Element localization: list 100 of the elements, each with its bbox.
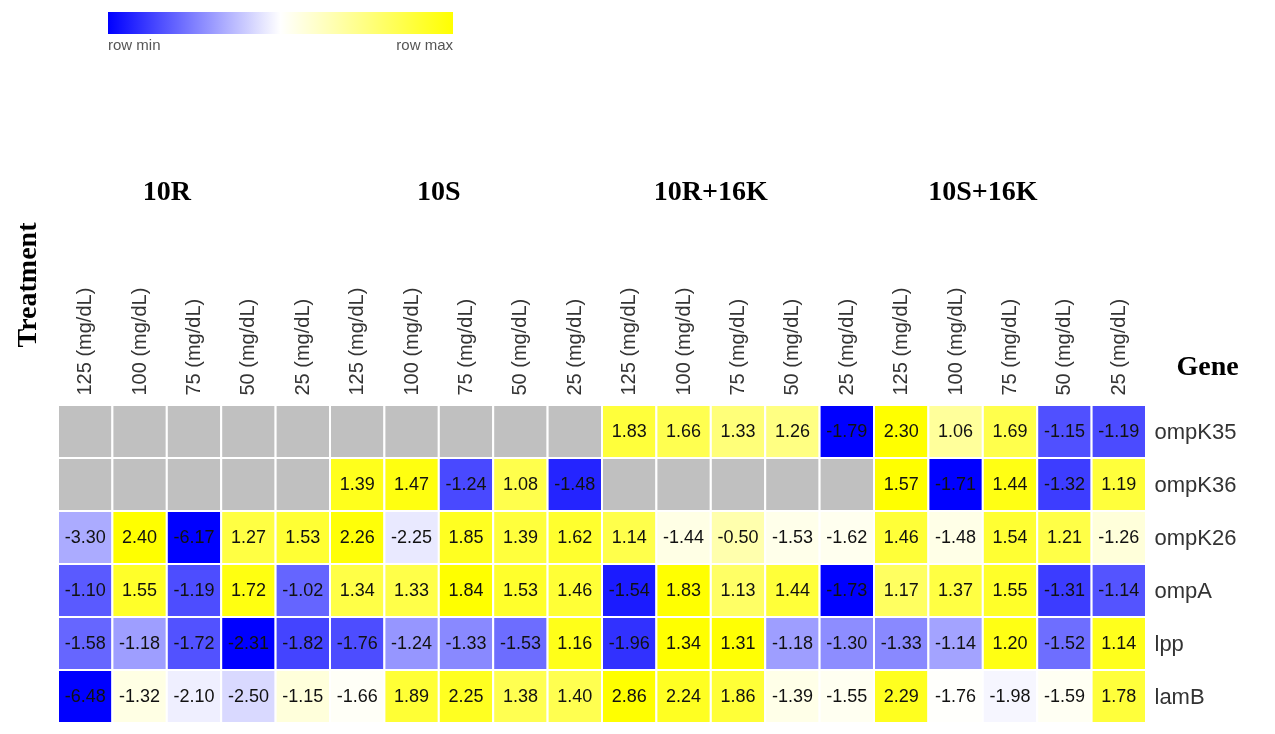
y-axis-title: Gene bbox=[1176, 349, 1239, 381]
x-tick-label: 75 (mg/dL) bbox=[998, 298, 1020, 396]
text: Treatment bbox=[11, 221, 42, 348]
data-label: 1.34 bbox=[666, 632, 702, 653]
data-label: 1.86 bbox=[720, 685, 756, 706]
data-label: -1.48 bbox=[935, 526, 977, 547]
data-label: -1.19 bbox=[173, 579, 215, 600]
data-label: 1.57 bbox=[883, 473, 919, 494]
data-label: -1.53 bbox=[771, 526, 813, 547]
x-tick-label: 100 (mg/dL) bbox=[399, 287, 422, 396]
data-label: -2.50 bbox=[227, 685, 269, 706]
data-label: 1.26 bbox=[774, 420, 810, 441]
data-label: -1.48 bbox=[554, 473, 596, 494]
data-label: -1.14 bbox=[935, 632, 977, 653]
data-label: 1.89 bbox=[394, 685, 430, 706]
x-tick-label: 25 (mg/dL) bbox=[1106, 298, 1129, 396]
data-label: 1.39 bbox=[339, 473, 375, 494]
data-label: 1.06 bbox=[938, 420, 974, 441]
data-label: 2.25 bbox=[448, 685, 484, 706]
data-label: 1.53 bbox=[285, 526, 321, 547]
data-label: -1.30 bbox=[826, 632, 868, 653]
data-label: 1.27 bbox=[230, 526, 266, 547]
text: 10S bbox=[417, 175, 461, 206]
text: 10R+16K bbox=[653, 175, 768, 206]
data-label: -1.18 bbox=[771, 632, 813, 653]
data-label: 1.34 bbox=[339, 579, 375, 600]
data-label: -1.76 bbox=[935, 685, 977, 706]
y-tick-label: lamB bbox=[1154, 683, 1205, 709]
x-tick-label: 125 (mg/dL) bbox=[345, 287, 368, 396]
data-label: -1.26 bbox=[1098, 526, 1140, 547]
x-tick-label: 25 (mg/dL) bbox=[562, 298, 585, 396]
data-label: -1.31 bbox=[1043, 579, 1085, 600]
data-label: 1.69 bbox=[992, 420, 1028, 441]
data-label: -1.62 bbox=[826, 526, 868, 547]
data-label: 1.38 bbox=[502, 685, 538, 706]
x-tick-label: 50 (mg/dL) bbox=[508, 298, 531, 396]
data-label: 1.83 bbox=[611, 420, 647, 441]
data-label: 2.30 bbox=[883, 420, 919, 441]
text: 10R bbox=[142, 175, 192, 206]
data-label: 1.19 bbox=[1101, 473, 1137, 494]
x-tick-label: 25 (mg/dL) bbox=[290, 298, 313, 396]
x-tick-label: 50 (mg/dL) bbox=[780, 298, 803, 396]
data-label: -1.66 bbox=[336, 685, 378, 706]
data-label: 1.72 bbox=[230, 579, 266, 600]
data-label: 2.24 bbox=[666, 685, 702, 706]
data-label: 2.26 bbox=[339, 526, 375, 547]
data-label: -1.96 bbox=[608, 632, 650, 653]
data-label: 1.33 bbox=[720, 420, 756, 441]
data-label: -1.39 bbox=[771, 685, 813, 706]
data-label: 1.17 bbox=[883, 579, 919, 600]
data-label: 1.62 bbox=[557, 526, 593, 547]
data-label: 2.29 bbox=[883, 685, 919, 706]
data-label: -2.10 bbox=[173, 685, 215, 706]
x-tick-label: 100 (mg/dL) bbox=[127, 287, 150, 396]
data-label: 1.33 bbox=[394, 579, 430, 600]
data-label: 1.40 bbox=[557, 685, 593, 706]
data-label: 1.31 bbox=[720, 632, 756, 653]
x-tick-label: 100 (mg/dL) bbox=[671, 287, 694, 396]
data-label: -1.18 bbox=[119, 632, 161, 653]
data-label: 1.46 bbox=[883, 526, 919, 547]
data-label: -1.72 bbox=[173, 632, 215, 653]
data-label: 1.53 bbox=[502, 579, 538, 600]
data-label: -1.82 bbox=[282, 632, 324, 653]
data-label: 1.47 bbox=[394, 473, 430, 494]
data-label: -1.73 bbox=[826, 579, 868, 600]
data-label: 1.21 bbox=[1046, 526, 1082, 547]
data-label: 1.66 bbox=[666, 420, 702, 441]
data-label: -2.25 bbox=[391, 526, 433, 547]
data-label: 1.55 bbox=[992, 579, 1028, 600]
data-label: -1.14 bbox=[1098, 579, 1140, 600]
data-label: 1.83 bbox=[666, 579, 702, 600]
data-label: 1.44 bbox=[774, 579, 810, 600]
data-label: -1.33 bbox=[880, 632, 922, 653]
x-tick-label: 125 (mg/dL) bbox=[889, 287, 912, 396]
data-label: -3.30 bbox=[64, 526, 106, 547]
text: 10S+16K bbox=[928, 175, 1038, 206]
data-label: -1.53 bbox=[499, 632, 541, 653]
data-label: -2.31 bbox=[227, 632, 269, 653]
data-label: -1.02 bbox=[282, 579, 324, 600]
data-label: -1.52 bbox=[1043, 632, 1085, 653]
x-tick-label: 50 (mg/dL) bbox=[1052, 298, 1075, 396]
data-label: -1.24 bbox=[445, 473, 487, 494]
y-tick-label: lpp bbox=[1154, 630, 1184, 656]
x-tick-label: 125 (mg/dL) bbox=[617, 287, 640, 396]
data-label: -1.55 bbox=[826, 685, 868, 706]
x-tick-label: 125 (mg/dL) bbox=[73, 287, 96, 396]
y-tick-label: ompA bbox=[1154, 577, 1213, 603]
text: row min bbox=[108, 36, 161, 53]
data-label: 2.86 bbox=[611, 685, 647, 706]
x-tick-label: 50 (mg/dL) bbox=[236, 298, 259, 396]
data-label: -1.24 bbox=[391, 632, 433, 653]
data-label: 1.39 bbox=[502, 526, 538, 547]
data-label: 1.08 bbox=[502, 473, 538, 494]
data-label: -1.32 bbox=[1043, 473, 1085, 494]
data-label: 1.85 bbox=[448, 526, 484, 547]
data-label: -6.17 bbox=[173, 526, 215, 547]
data-label: -1.15 bbox=[282, 685, 324, 706]
data-label: 1.37 bbox=[938, 579, 974, 600]
data-label: -0.50 bbox=[717, 526, 759, 547]
y-tick-label: ompK36 bbox=[1154, 471, 1237, 497]
